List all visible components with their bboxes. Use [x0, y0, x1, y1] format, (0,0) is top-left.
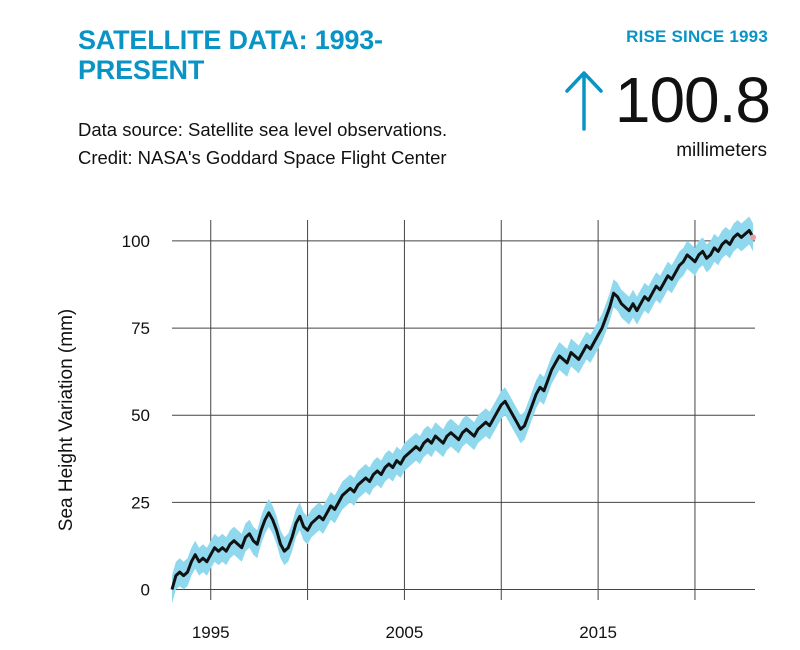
source-line: Data source: Satellite sea level observa…: [78, 119, 448, 140]
x-tick-label: 2005: [386, 623, 424, 642]
rise-label: RISE SINCE 1993: [626, 27, 768, 46]
y-tick-label: 75: [131, 319, 150, 338]
y-tick-label: 50: [131, 406, 150, 425]
x-tick-label: 1995: [192, 623, 230, 642]
y-axis-label: Sea Height Variation (mm): [56, 309, 77, 531]
chart-title: SATELLITE DATA: 1993-PRESENT: [78, 25, 383, 85]
rise-readout: 100.8: [563, 64, 771, 136]
latest-point-marker: [750, 234, 757, 241]
rise-unit: millimeters: [676, 140, 767, 161]
y-tick-label: 25: [131, 493, 150, 512]
y-tick-label: 0: [141, 581, 150, 600]
up-arrow-icon: [565, 71, 603, 131]
credit-line: Credit: NASA's Goddard Space Flight Cent…: [78, 147, 447, 168]
uncertainty-band: [172, 216, 754, 604]
sea-level-line: [170, 229, 755, 590]
data-source: Data source: Satellite sea level observa…: [78, 116, 447, 172]
axis-ticks: 0 25 50 75 100 1995 2005 2015: [122, 232, 617, 642]
y-tick-label: 100: [122, 232, 150, 251]
x-tick-label: 2015: [579, 623, 617, 642]
rise-value: 100.8: [614, 64, 771, 136]
